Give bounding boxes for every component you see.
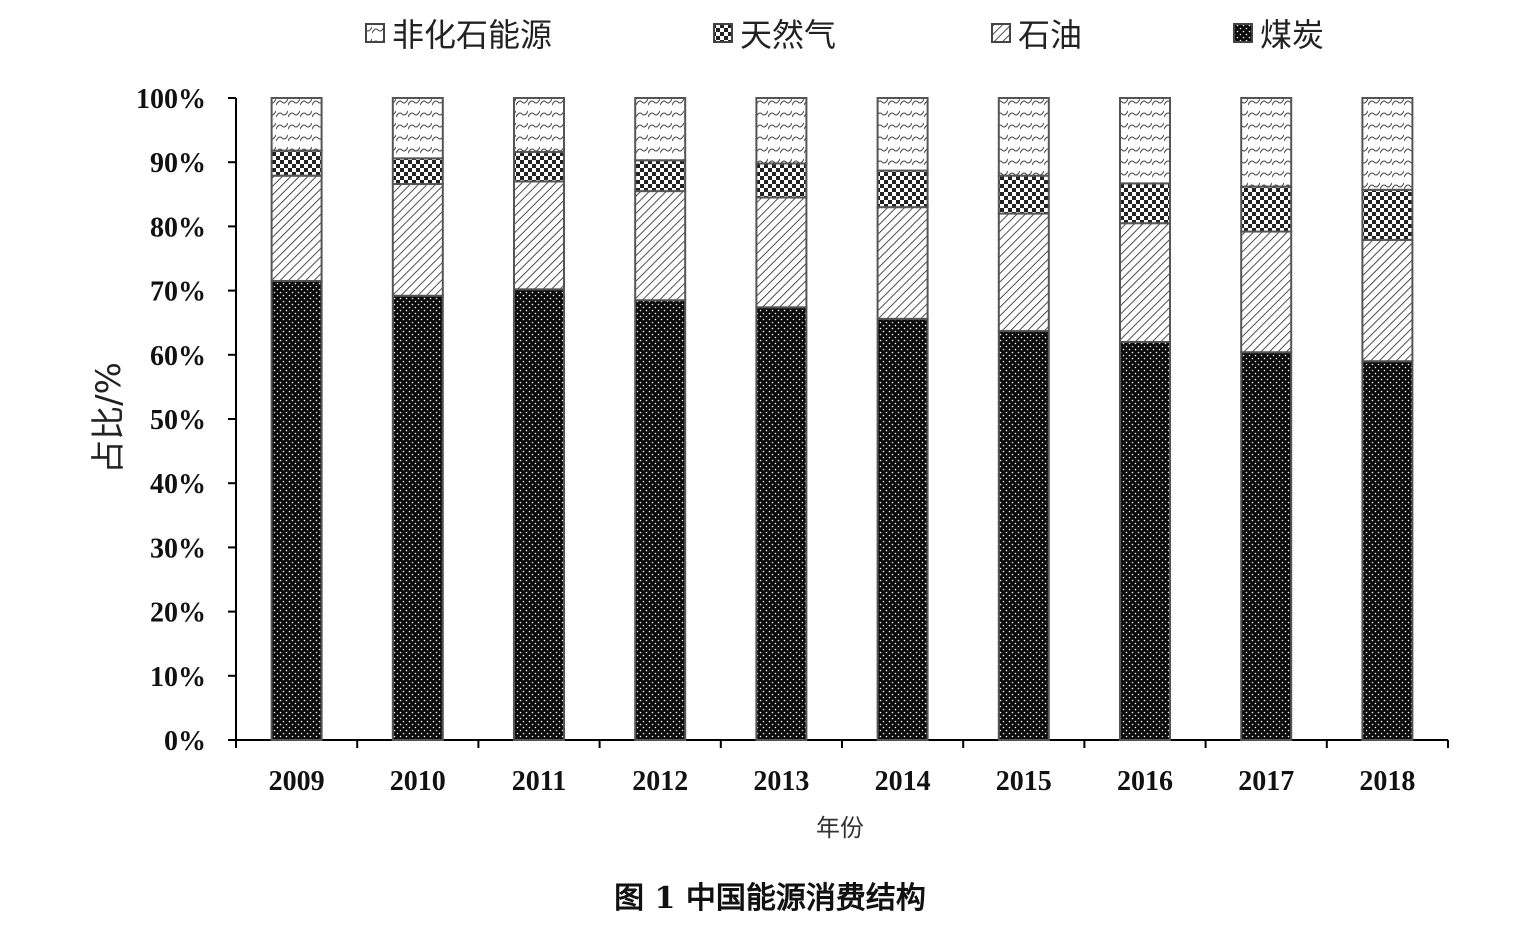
bar-segment — [270, 149, 323, 177]
bar-segment — [997, 330, 1050, 741]
x-tick-label: 2011 — [512, 766, 566, 797]
bar-segment — [755, 196, 808, 309]
bar-segment — [270, 174, 323, 282]
bar-segment — [270, 279, 323, 741]
bar-segment — [1240, 97, 1293, 188]
y-tick-label: 20% — [150, 598, 206, 629]
bar-segment — [997, 97, 1050, 177]
bar-segment — [1119, 222, 1171, 343]
x-tick-label: 2010 — [390, 766, 446, 797]
bar-segment — [1119, 97, 1171, 185]
x-axis-label: 年份 — [816, 814, 864, 842]
figure-caption: 图 1 中国能源消费结构 — [614, 881, 926, 916]
x-axis: 2009 2010 2011 2012 2013 2014 2015 2016 2017 2018 — [235, 739, 1449, 797]
x-tick-label: 2013 — [753, 766, 809, 797]
bar-segment — [1361, 97, 1414, 191]
x-tick-label: 2018 — [1359, 766, 1415, 797]
legend-swatch — [991, 23, 1011, 43]
y-tick-label: 30% — [150, 533, 206, 564]
bar-segment — [634, 159, 687, 193]
bar-segment — [997, 174, 1050, 215]
legend-label: 非化石能源 — [392, 16, 552, 54]
bar-segment — [634, 97, 687, 162]
y-tick-label: 80% — [150, 212, 206, 243]
bar-segment — [270, 97, 323, 152]
y-tick-label: 50% — [150, 405, 206, 436]
x-tick-label: 2015 — [996, 766, 1052, 797]
legend: 非化石能源 天然气 石油 煤炭 — [365, 16, 1324, 54]
legend-label: 煤炭 — [1260, 16, 1324, 54]
bar-segment — [391, 183, 444, 297]
x-tick-label: 2012 — [632, 766, 688, 797]
bar-segment — [1361, 188, 1414, 241]
y-tick-label: 10% — [150, 662, 206, 693]
bar-segment — [391, 157, 444, 186]
y-tick-label: 90% — [150, 148, 206, 179]
bar-segment — [997, 212, 1050, 333]
bar-segment — [755, 306, 808, 741]
bar-segment — [1361, 238, 1414, 363]
bar-segment — [1240, 185, 1293, 233]
x-tick-label: 2009 — [269, 766, 325, 797]
legend-swatch — [365, 23, 385, 43]
bars — [270, 97, 1414, 741]
legend-swatch — [713, 23, 733, 43]
bar-segment — [876, 206, 929, 320]
y-tick-label: 40% — [150, 469, 206, 500]
bar-segment — [634, 299, 687, 741]
legend-label: 天然气 — [740, 16, 836, 54]
bar-segment — [513, 288, 565, 741]
bar-segment — [634, 190, 687, 302]
bar-segment — [876, 97, 929, 172]
legend-swatch — [1233, 23, 1253, 43]
bar-segment — [876, 169, 929, 209]
legend-label: 石油 — [1018, 16, 1082, 54]
bar-segment — [391, 97, 444, 160]
bar-segment — [1119, 182, 1171, 225]
bar-segment — [1240, 230, 1293, 354]
bar-segment — [755, 162, 808, 199]
y-tick-label: 70% — [150, 277, 206, 308]
y-tick-label: 60% — [150, 341, 206, 372]
y-tick-label: 0% — [164, 726, 206, 757]
y-tick-label: 100% — [136, 84, 206, 115]
x-tick-label: 2016 — [1117, 766, 1173, 797]
bar-segment — [513, 150, 565, 183]
bar-segment — [1119, 340, 1171, 741]
bar-segment — [1240, 351, 1293, 741]
bar-segment — [755, 97, 808, 165]
bar-segment — [876, 317, 929, 741]
bar-segment — [1361, 360, 1414, 741]
x-tick-label: 2014 — [875, 766, 931, 797]
y-axis: 0% 10% 20% 30% 40% 50% 60% 70% 80% 90% 100% — [136, 84, 237, 757]
bar-segment — [513, 97, 565, 153]
y-axis-label: 占比/% — [89, 362, 129, 474]
bar-segment — [513, 180, 565, 291]
bar-segment — [391, 294, 444, 741]
x-tick-label: 2017 — [1238, 766, 1294, 797]
